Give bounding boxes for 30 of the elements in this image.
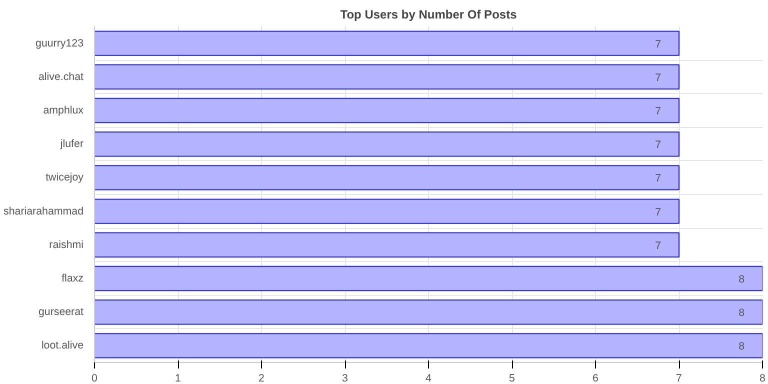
data-label: 7 xyxy=(655,240,662,252)
data-label: 7 xyxy=(655,72,662,84)
data-label: 7 xyxy=(655,139,662,152)
data-label: 7 xyxy=(655,106,662,118)
x-tick-label: 2 xyxy=(258,372,265,384)
y-tick-label: shariarahammad xyxy=(4,205,84,218)
data-label: 8 xyxy=(738,307,745,320)
x-tick-label: 1 xyxy=(175,372,182,384)
x-tick-label: 7 xyxy=(676,372,682,384)
data-label: 7 xyxy=(655,172,662,185)
x-tick-label: 6 xyxy=(592,372,599,384)
y-tick-label: twicejoy xyxy=(46,172,84,184)
y-tick-label: raishmi xyxy=(49,238,84,251)
y-tick-label: loot.alive xyxy=(41,340,84,352)
y-tick-label: guurry123 xyxy=(36,37,84,50)
data-label: 7 xyxy=(655,38,662,50)
y-tick-label: jlufer xyxy=(59,138,84,150)
x-tick-label: 5 xyxy=(509,372,516,384)
y-tick-label: alive.chat xyxy=(38,70,84,83)
y-tick-label: amphlux xyxy=(43,104,84,116)
data-label: 7 xyxy=(655,206,662,218)
x-tick-label: 4 xyxy=(426,372,432,384)
data-label: 8 xyxy=(738,274,745,286)
x-tick-label: 8 xyxy=(760,372,766,384)
y-tick-label: gurseerat xyxy=(38,306,84,318)
chart-title: Top Users by Number Of Posts xyxy=(340,8,518,22)
data-label: 8 xyxy=(738,340,745,353)
y-tick-label: flaxz xyxy=(62,272,84,284)
x-tick-label: 3 xyxy=(342,372,348,384)
x-tick-label: 0 xyxy=(92,372,98,384)
